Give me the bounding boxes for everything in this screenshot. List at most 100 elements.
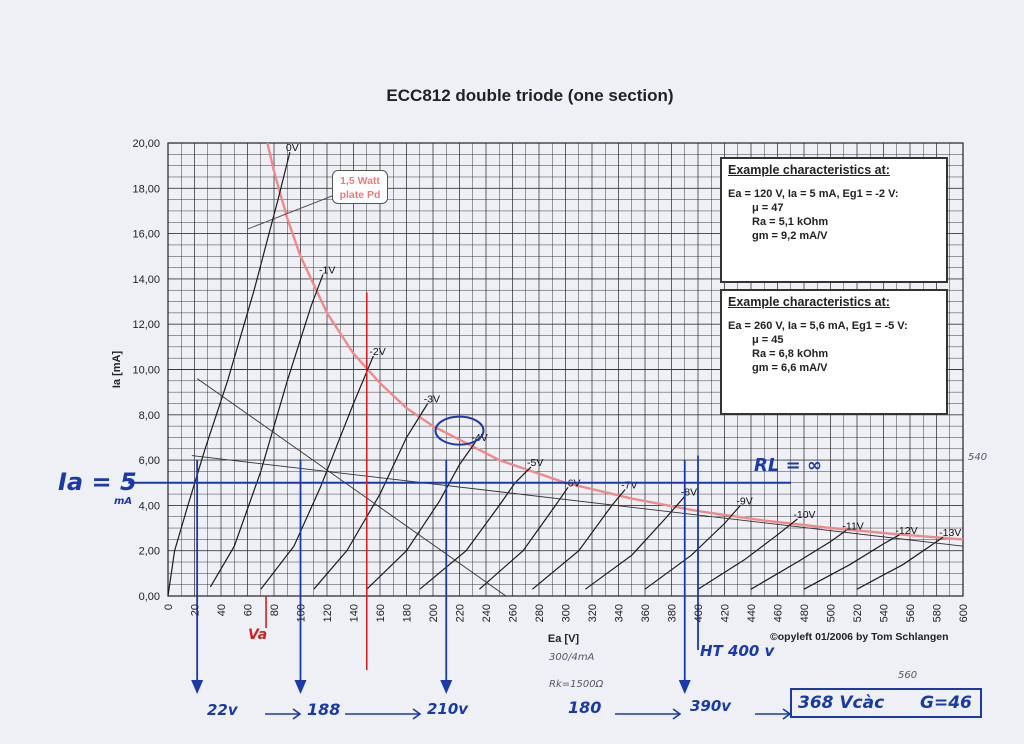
x-tick-label: 560 xyxy=(905,604,917,622)
x-tick-label: 580 xyxy=(932,604,944,622)
hw-note-a: 300/4mA xyxy=(549,652,595,663)
anode-curve xyxy=(479,486,569,590)
load-line-b xyxy=(191,455,964,547)
hw-ht-label: HT 400 v xyxy=(700,642,775,660)
example-box-2-mu: μ = 45 xyxy=(752,334,784,346)
hw-ia-unit: mA xyxy=(114,496,133,507)
y-tick-label: 16,00 xyxy=(132,229,160,241)
example-box-1-mu: μ = 47 xyxy=(752,202,784,214)
hw-bottom-390: 390v xyxy=(690,697,732,715)
curve-label: -5V xyxy=(527,457,543,469)
hw-note-560: 560 xyxy=(898,670,918,681)
x-tick-label: 120 xyxy=(322,604,334,622)
x-tick-label: 460 xyxy=(773,604,785,622)
y-tick-label: 6,00 xyxy=(139,455,160,467)
anode-curve xyxy=(209,274,324,588)
plot-frame xyxy=(167,142,964,597)
hw-rl-label: RL = ∞ xyxy=(754,455,822,476)
x-tick-label: 300 xyxy=(561,604,573,622)
x-tick-label: 400 xyxy=(693,604,705,622)
x-tick-label: 380 xyxy=(667,604,679,622)
curve-label: -3V xyxy=(424,393,440,405)
x-tick-label: 160 xyxy=(375,604,387,622)
minus-4v-circle xyxy=(434,415,485,446)
x-tick-label: 360 xyxy=(640,604,652,622)
load-line-a xyxy=(196,378,507,597)
pd-callout: 1,5 Watt plate Pd xyxy=(332,170,388,204)
y-axis-label: Ia [mA] xyxy=(111,351,123,389)
y-tick-label: 18,00 xyxy=(132,183,160,195)
handwritten-markings xyxy=(128,292,792,720)
x-tick-label: 100 xyxy=(296,604,308,622)
hw-bottom-180: 180 xyxy=(568,698,602,717)
y-tick-label: 8,00 xyxy=(139,410,160,422)
hw-va-label: Va xyxy=(248,627,268,643)
example-box-1-condition: Ea = 120 V, Ia = 5 mA, Eg1 = -2 V: xyxy=(728,188,899,200)
curve-label: -1V xyxy=(319,264,335,276)
anode-curve xyxy=(167,151,291,597)
curve-label: -8V xyxy=(681,486,697,498)
anode-curve xyxy=(532,489,626,590)
x-tick-label: 320 xyxy=(587,604,599,622)
example-box-1-ra: Ra = 5,1 kOhm xyxy=(752,216,829,228)
copyright-text: ©opyleft 01/2006 by Tom Schlangen xyxy=(770,631,949,643)
curve-label: -13V xyxy=(939,527,961,539)
anode-curve xyxy=(644,505,741,590)
y-tick-label: 2,00 xyxy=(139,546,160,558)
anode-curve xyxy=(750,529,847,590)
hw-bottom-188: 188 xyxy=(307,700,341,719)
x-tick-label: 440 xyxy=(746,604,758,622)
example-box-1-heading: Example characteristics at: xyxy=(728,163,890,177)
pd-curve-line xyxy=(266,142,964,541)
x-tick-label: 140 xyxy=(349,604,361,622)
example-box-2: Example characteristics at: Ea = 260 V, … xyxy=(720,289,948,415)
x-tick-label: 520 xyxy=(852,604,864,622)
anode-curve xyxy=(313,403,429,590)
x-tick-label: 600 xyxy=(958,604,970,622)
x-tick-label: 180 xyxy=(402,604,414,622)
x-tick-label: 40 xyxy=(216,604,228,616)
x-tick-label: 540 xyxy=(879,604,891,622)
hw-note-540: 540 xyxy=(968,452,988,463)
example-box-2-heading: Example characteristics at: xyxy=(728,295,890,309)
bottom-arrow-head xyxy=(672,708,682,720)
y-tick-label: 14,00 xyxy=(132,274,160,286)
example-box-2-gm: gm = 6,6 mA/V xyxy=(752,362,828,374)
example-box-2-condition: Ea = 260 V, Ia = 5,6 mA, Eg1 = -5 V: xyxy=(728,320,908,332)
result-box: 368 Vcàc G=46 xyxy=(790,688,982,718)
pd-callout-line1: 1,5 Watt xyxy=(340,175,380,187)
example-box-1-gm: gm = 9,2 mA/V xyxy=(752,230,828,242)
curve-label: -10V xyxy=(793,509,815,521)
bottom-arrow-head xyxy=(412,708,422,720)
load-lines xyxy=(191,378,964,597)
x-tick-label: 420 xyxy=(720,604,732,622)
ea-marker-arrow xyxy=(678,680,691,694)
hw-ia-label: Ia = 5 xyxy=(58,468,137,496)
curve-label: -7V xyxy=(621,480,637,492)
y-tick-label: 12,00 xyxy=(132,319,160,331)
bottom-arrow-head xyxy=(292,708,302,720)
pd-callout-line2: plate Pd xyxy=(339,189,381,201)
x-tick-label: 60 xyxy=(243,604,255,616)
anode-curve xyxy=(419,466,532,590)
result-gain: G=46 xyxy=(920,693,972,713)
y-tick-label: 4,00 xyxy=(139,500,160,512)
axes: 0 20 40 60 80 100 120 140 160 180 200 220 240 260 280 3… xyxy=(111,138,970,645)
anode-curves: 0V-1V-2V-3V-4V-5V-6V-7V-8V-9V-10V-11V-12… xyxy=(167,142,961,597)
y-tick-label: 0,00 xyxy=(139,591,160,603)
hw-bottom-22: 22v xyxy=(207,701,238,719)
curve-label: 0V xyxy=(286,142,299,154)
x-tick-label: 500 xyxy=(826,604,838,622)
anode-curve xyxy=(585,495,686,590)
hw-note-b: Rk=1500Ω xyxy=(549,679,604,690)
x-tick-label: 260 xyxy=(508,604,520,622)
ea-marker-arrow xyxy=(191,680,204,694)
power-dissipation-curve xyxy=(247,142,964,541)
x-tick-label: 20 xyxy=(190,604,202,616)
x-axis-label: Ea [V] xyxy=(548,633,580,645)
anode-curve xyxy=(260,355,374,590)
example-box-1: Example characteristics at: Ea = 120 V, … xyxy=(720,157,948,283)
anode-curve xyxy=(366,441,476,590)
x-tick-label: 200 xyxy=(428,604,440,622)
